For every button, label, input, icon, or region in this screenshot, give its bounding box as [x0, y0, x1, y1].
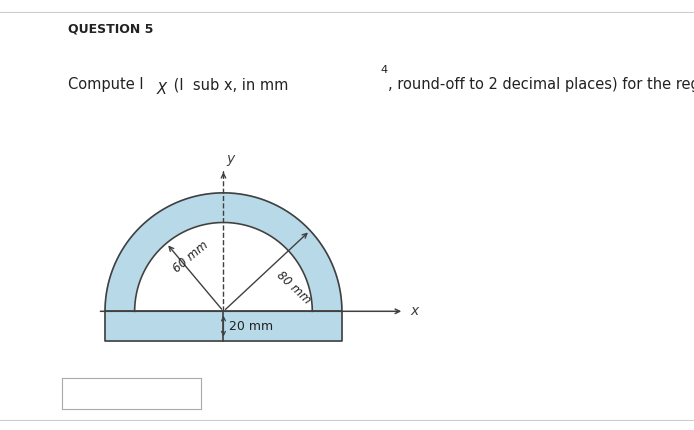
Text: 80 mm: 80 mm [274, 268, 314, 306]
Text: , round-off to 2 decimal places) for the region shown.: , round-off to 2 decimal places) for the… [388, 77, 694, 92]
Text: 4: 4 [380, 65, 387, 75]
Text: y: y [226, 152, 235, 166]
Polygon shape [135, 222, 312, 311]
Text: 20 mm: 20 mm [230, 319, 273, 332]
Text: X: X [157, 82, 167, 97]
Text: Compute I: Compute I [68, 77, 144, 92]
Polygon shape [105, 193, 342, 341]
Text: QUESTION 5: QUESTION 5 [68, 22, 153, 35]
Text: (I  sub x, in mm: (I sub x, in mm [169, 77, 289, 92]
Text: 60 mm: 60 mm [170, 239, 211, 276]
Text: x: x [410, 304, 418, 318]
